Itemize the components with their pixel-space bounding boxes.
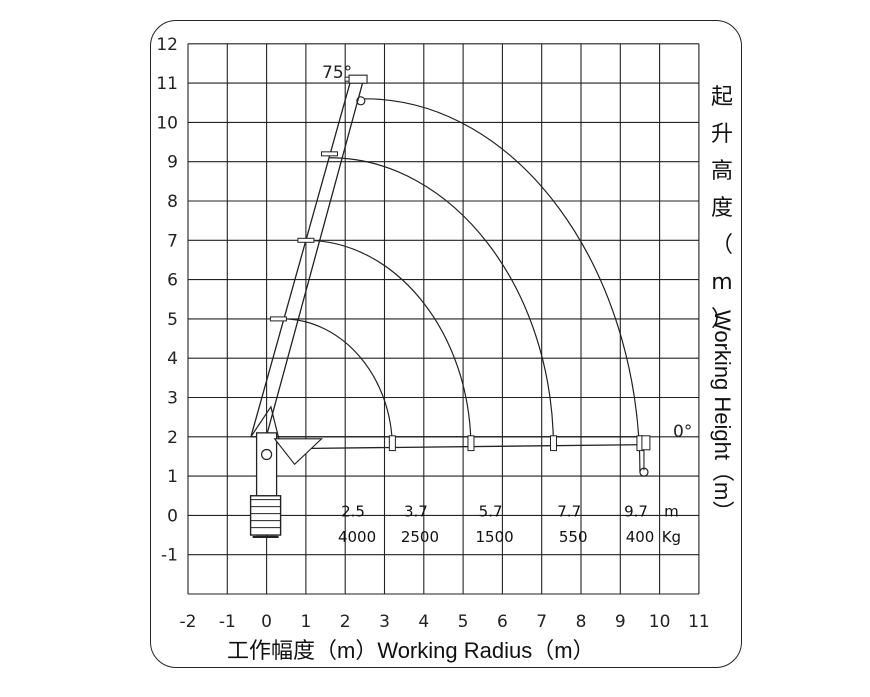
table-load-value: 1500 bbox=[476, 528, 514, 546]
raised-boom-edge bbox=[264, 80, 364, 442]
x-tick-label: 2 bbox=[340, 612, 351, 632]
x-tick-label: -2 bbox=[180, 612, 197, 632]
raised-boom-section-joint bbox=[320, 151, 338, 157]
x-axis-title: 工作幅度（m）Working Radius（m） bbox=[227, 638, 595, 663]
table-load-value: 400 bbox=[626, 528, 655, 546]
crane-boom bbox=[249, 74, 651, 539]
y-tick-label: -1 bbox=[161, 546, 178, 566]
table-radius-value: 7.7 bbox=[557, 502, 581, 520]
y-tick-label: 9 bbox=[167, 153, 178, 173]
table-load-value: 2500 bbox=[401, 528, 439, 546]
y-tick-label: 0 bbox=[167, 506, 178, 526]
horizontal-boom-section-joint bbox=[467, 435, 475, 452]
table-load-unit: Kg bbox=[662, 528, 681, 546]
y-tick-label: 11 bbox=[156, 74, 178, 94]
y-tick-label: 3 bbox=[167, 389, 178, 409]
raised-hook bbox=[356, 96, 366, 106]
x-tick-label: 0 bbox=[261, 612, 272, 632]
y-axis-title-char: （ bbox=[711, 233, 733, 258]
y-axis-title-en: Working Height（m） bbox=[710, 310, 735, 522]
table-load-value: 550 bbox=[559, 528, 588, 546]
y-axis-title-char: m bbox=[711, 270, 732, 295]
horizontal-boom-head bbox=[641, 435, 651, 451]
raised-boom-section-joint bbox=[269, 316, 287, 322]
x-tick-label: 6 bbox=[497, 612, 508, 632]
y-axis-title-char: ） bbox=[711, 307, 733, 332]
x-tick-label: 9 bbox=[615, 612, 626, 632]
y-tick-label: 12 bbox=[156, 35, 178, 55]
reach-arc bbox=[364, 98, 641, 473]
x-tick-label: 3 bbox=[379, 612, 390, 632]
reach-arc bbox=[305, 239, 472, 449]
table-radius-value: 5.7 bbox=[479, 502, 503, 520]
x-tick-labels: -2 -1 0 1 2 3 4 5 6 7 8 9 10 11 bbox=[180, 612, 710, 632]
y-tick-label: 6 bbox=[167, 271, 178, 291]
y-axis-title-char: 度 bbox=[711, 196, 733, 221]
reach-arcs bbox=[282, 98, 641, 473]
x-tick-label: 10 bbox=[649, 612, 671, 632]
x-tick-label: 8 bbox=[576, 612, 587, 632]
x-tick-label: 7 bbox=[536, 612, 547, 632]
y-tick-label: 7 bbox=[167, 231, 178, 251]
angle-min-label: 0° bbox=[673, 422, 692, 442]
raised-boom-edge bbox=[250, 78, 352, 437]
horizontal-boom-section-joint bbox=[388, 435, 396, 452]
raised-boom-head bbox=[348, 74, 368, 84]
luffing-cylinder bbox=[273, 438, 323, 466]
x-tick-label: 5 bbox=[458, 612, 469, 632]
y-tick-label: 10 bbox=[156, 113, 178, 133]
x-tick-label: 11 bbox=[688, 612, 710, 632]
y-tick-label: 4 bbox=[167, 349, 178, 369]
table-radius-value: 3.7 bbox=[404, 502, 428, 520]
reach-arc bbox=[282, 318, 393, 449]
horizontal-boom-section-joint bbox=[549, 435, 557, 452]
table-load-value: 4000 bbox=[338, 528, 376, 546]
y-axis-title-char: 高 bbox=[711, 159, 733, 184]
boom-pivot-bracket bbox=[250, 405, 282, 447]
y-tick-label: 2 bbox=[167, 428, 178, 448]
load-table: 2.5 3.7 5.7 7.7 9.7 4000 2500 1500 550 400 m Kg bbox=[338, 502, 681, 546]
horizontal-hook bbox=[639, 467, 649, 477]
y-axis-title-char: 升 bbox=[711, 122, 733, 147]
x-tick-label: 4 bbox=[418, 612, 429, 632]
table-radius-unit: m bbox=[664, 502, 679, 520]
reach-arc bbox=[329, 157, 555, 449]
y-axis-title-char: 起 bbox=[711, 85, 733, 110]
slewing-pin bbox=[261, 448, 273, 461]
x-tick-label: -1 bbox=[219, 612, 236, 632]
angle-max-label: 75° bbox=[322, 63, 352, 83]
table-radius-value: 9.7 bbox=[624, 502, 648, 520]
table-radius-value: 2.5 bbox=[341, 502, 365, 520]
chart-frame bbox=[150, 20, 742, 668]
x-tick-label: 1 bbox=[300, 612, 311, 632]
crane-base bbox=[249, 495, 282, 536]
y-tick-label: 5 bbox=[167, 310, 178, 330]
y-tick-label: 1 bbox=[167, 467, 178, 487]
raised-boom-section-joint bbox=[297, 237, 315, 243]
y-tick-label: 8 bbox=[167, 192, 178, 212]
